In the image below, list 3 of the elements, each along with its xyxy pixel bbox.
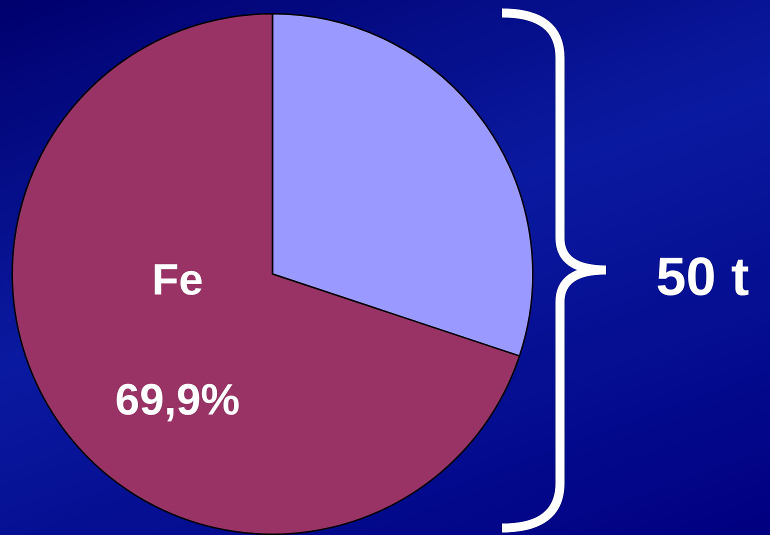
text: 50 t — [656, 246, 750, 308]
slice-label: Fe — [152, 256, 204, 305]
data-label: 69,9% — [115, 376, 240, 425]
